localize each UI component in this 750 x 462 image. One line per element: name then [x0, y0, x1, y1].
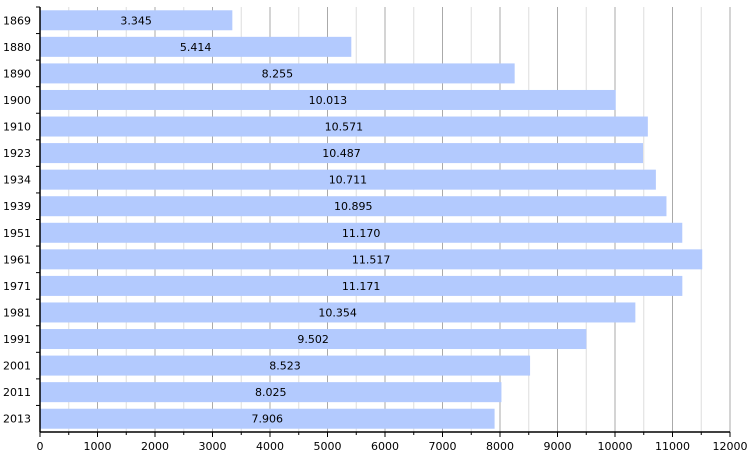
- bar-1910: [40, 116, 648, 137]
- x-tick-label: 11000: [655, 440, 690, 453]
- bar-1869: [40, 10, 233, 31]
- category-label: 2011: [3, 386, 31, 399]
- category-label: 2013: [3, 413, 31, 426]
- value-label: 5.414: [180, 41, 212, 54]
- value-label: 3.345: [120, 14, 152, 27]
- bar-1971: [40, 275, 683, 296]
- category-label: 1981: [3, 306, 31, 319]
- value-label: 8.523: [269, 360, 301, 373]
- value-label: 8.255: [262, 67, 294, 80]
- category-label: 1951: [3, 227, 31, 240]
- value-label: 11.170: [342, 227, 381, 240]
- x-tick-label: 7000: [429, 440, 457, 453]
- bar-1934: [40, 169, 656, 190]
- x-tick-label: 12000: [713, 440, 748, 453]
- value-label: 11.517: [352, 253, 391, 266]
- x-tick-label: 8000: [486, 440, 514, 453]
- category-label: 1900: [3, 94, 31, 107]
- bar-1939: [40, 196, 667, 217]
- x-tick-label: 6000: [371, 440, 399, 453]
- value-label: 10.571: [325, 121, 364, 134]
- value-label: 11.171: [342, 280, 381, 293]
- value-label: 9.502: [297, 333, 329, 346]
- x-tick-label: 4000: [256, 440, 284, 453]
- bar-1981: [40, 302, 636, 323]
- value-label: 7.906: [252, 413, 284, 426]
- x-tick-label: 2000: [141, 440, 169, 453]
- category-label: 1880: [3, 41, 31, 54]
- value-label: 8.025: [255, 386, 287, 399]
- bar-1890: [40, 63, 515, 84]
- x-tick-label: 0: [37, 440, 44, 453]
- x-tick-label: 3000: [199, 440, 227, 453]
- x-tick-label: 10000: [598, 440, 633, 453]
- bar-1880: [40, 36, 352, 57]
- category-label: 1961: [3, 253, 31, 266]
- category-label: 1934: [3, 174, 31, 187]
- category-label: 1910: [3, 121, 31, 134]
- bar-2001: [40, 355, 531, 376]
- value-label: 10.711: [329, 174, 368, 187]
- x-tick-label: 5000: [314, 440, 342, 453]
- category-label: 1971: [3, 280, 31, 293]
- category-label: 1923: [3, 147, 31, 160]
- x-tick-label: 9000: [544, 440, 572, 453]
- bar-2013: [40, 408, 495, 429]
- value-label: 10.487: [322, 147, 361, 160]
- value-label: 10.013: [309, 94, 348, 107]
- value-label: 10.354: [318, 306, 357, 319]
- bar-1923: [40, 143, 644, 164]
- bar-1991: [40, 329, 587, 350]
- category-label: 1991: [3, 333, 31, 346]
- bar-1961: [40, 249, 703, 270]
- x-tick-label: 1000: [84, 440, 112, 453]
- bar-1951: [40, 222, 683, 243]
- bar-1900: [40, 89, 616, 110]
- category-label: 1890: [3, 67, 31, 80]
- category-label: 1939: [3, 200, 31, 213]
- bar-2011: [40, 382, 502, 403]
- category-label: 2001: [3, 360, 31, 373]
- value-label: 10.895: [334, 200, 373, 213]
- category-label: 1869: [3, 14, 31, 27]
